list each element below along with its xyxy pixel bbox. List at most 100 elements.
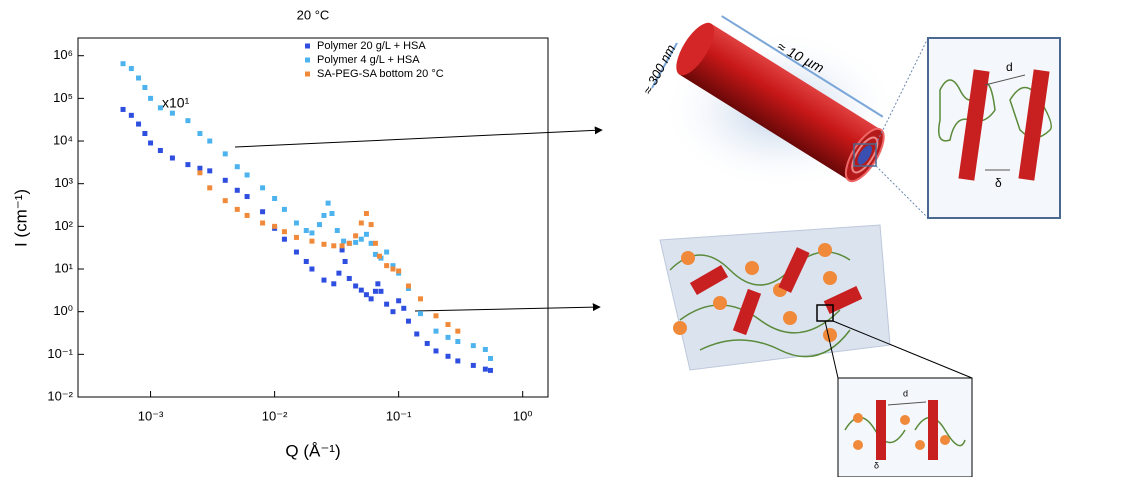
y-tick-label: 10² [54,218,73,233]
point [347,276,352,281]
y-tick-label: 10⁵ [53,90,73,105]
point [260,185,265,190]
point [353,233,358,238]
legend-label: Polymer 20 g/L + HSA [317,40,426,52]
point [260,209,265,214]
y-tick-label: 10¹ [54,260,73,275]
point [321,213,326,218]
point [483,347,488,352]
point [170,156,175,161]
point [396,298,401,303]
point [336,271,341,276]
point [309,267,314,272]
point [197,131,202,136]
point [304,259,309,264]
point [235,188,240,193]
point [359,288,364,293]
x-tick-label: 10⁰ [513,408,533,423]
point [185,162,190,167]
point [471,343,476,348]
point [396,268,401,273]
spacing-label: d [1006,60,1013,74]
point [294,235,299,240]
figure: 20 °C Q (Å⁻¹) I (cm⁻¹) x10¹ ≈ 300 nm ≈ 1… [0,0,1125,477]
point [294,250,299,255]
point [235,164,240,169]
point [129,66,134,71]
legend-marker [305,44,310,49]
point [425,341,430,346]
point [418,311,423,316]
point [384,302,389,307]
x-axis-label: Q (Å⁻¹) [285,441,340,460]
point [384,250,389,255]
point [364,232,369,237]
legend-marker [305,58,310,63]
x-tick-label: 10⁻¹ [386,408,412,423]
y-tick-label: 10⁻² [47,388,73,403]
point [406,319,411,324]
point [197,166,202,171]
point [488,356,493,361]
point [121,107,126,112]
gel-illustration [660,225,972,477]
point [309,230,314,235]
point [433,348,438,353]
legend-marker [305,72,310,77]
point [294,220,299,225]
point [148,96,153,101]
point [321,278,326,283]
point [446,322,451,327]
point [433,313,438,318]
point [359,220,364,225]
point [282,207,287,212]
chart-title: 20 °C [297,7,330,22]
point [364,211,369,216]
point [260,220,265,225]
point [245,213,250,218]
point [121,61,126,66]
inset-spacing-label: d [903,388,908,398]
point [326,201,331,206]
point [142,131,147,136]
point [158,148,163,153]
point [483,367,488,372]
point [223,151,228,156]
point [347,241,352,246]
annotation: x10¹ [162,95,190,111]
point [223,178,228,183]
point [341,239,346,244]
point [321,242,326,247]
point [369,241,374,246]
plot-frame [78,38,548,397]
point [136,76,141,81]
point [223,198,228,203]
point [390,267,395,272]
point [340,243,345,248]
point [235,207,240,212]
point [414,331,419,336]
point [455,329,460,334]
point [207,168,212,173]
point [304,228,309,233]
arrow [235,130,602,147]
point [390,309,395,314]
point [471,363,476,368]
point [207,139,212,144]
point [272,196,277,201]
point [282,229,287,234]
point [272,224,277,229]
point [343,259,348,264]
point [488,368,493,373]
point [129,113,134,118]
y-tick-label: 10⁶ [53,47,73,62]
point [329,211,334,216]
point [373,241,378,246]
point [455,339,460,344]
point [359,237,364,242]
point [378,289,383,294]
point [418,296,423,301]
y-axis-label: I (cm⁻¹) [11,189,30,247]
point [309,239,314,244]
point [369,296,374,301]
